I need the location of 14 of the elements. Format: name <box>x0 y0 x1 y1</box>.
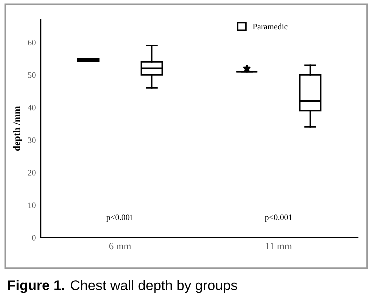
annotation: p<0.001 <box>265 214 292 222</box>
y-tick-label: 0 <box>32 235 36 241</box>
y-tick-label: 10 <box>28 202 36 208</box>
y-tick-label: 40 <box>28 105 36 111</box>
y-tick-label: 50 <box>28 72 36 78</box>
x-tick-label: 11 mm <box>266 243 292 250</box>
y-tick-label: 60 <box>28 40 36 46</box>
y-tick-label: 30 <box>28 138 36 144</box>
annotation: p<0.001 <box>106 214 134 222</box>
x-tick-label: 6 mm <box>110 243 132 250</box>
legend-label: Paramedic <box>253 24 288 30</box>
y-tick-label: 20 <box>28 170 36 176</box>
text: Figure 1. Chest wall depth by groups <box>8 280 238 294</box>
y-axis-title: depth /mm <box>13 106 22 152</box>
